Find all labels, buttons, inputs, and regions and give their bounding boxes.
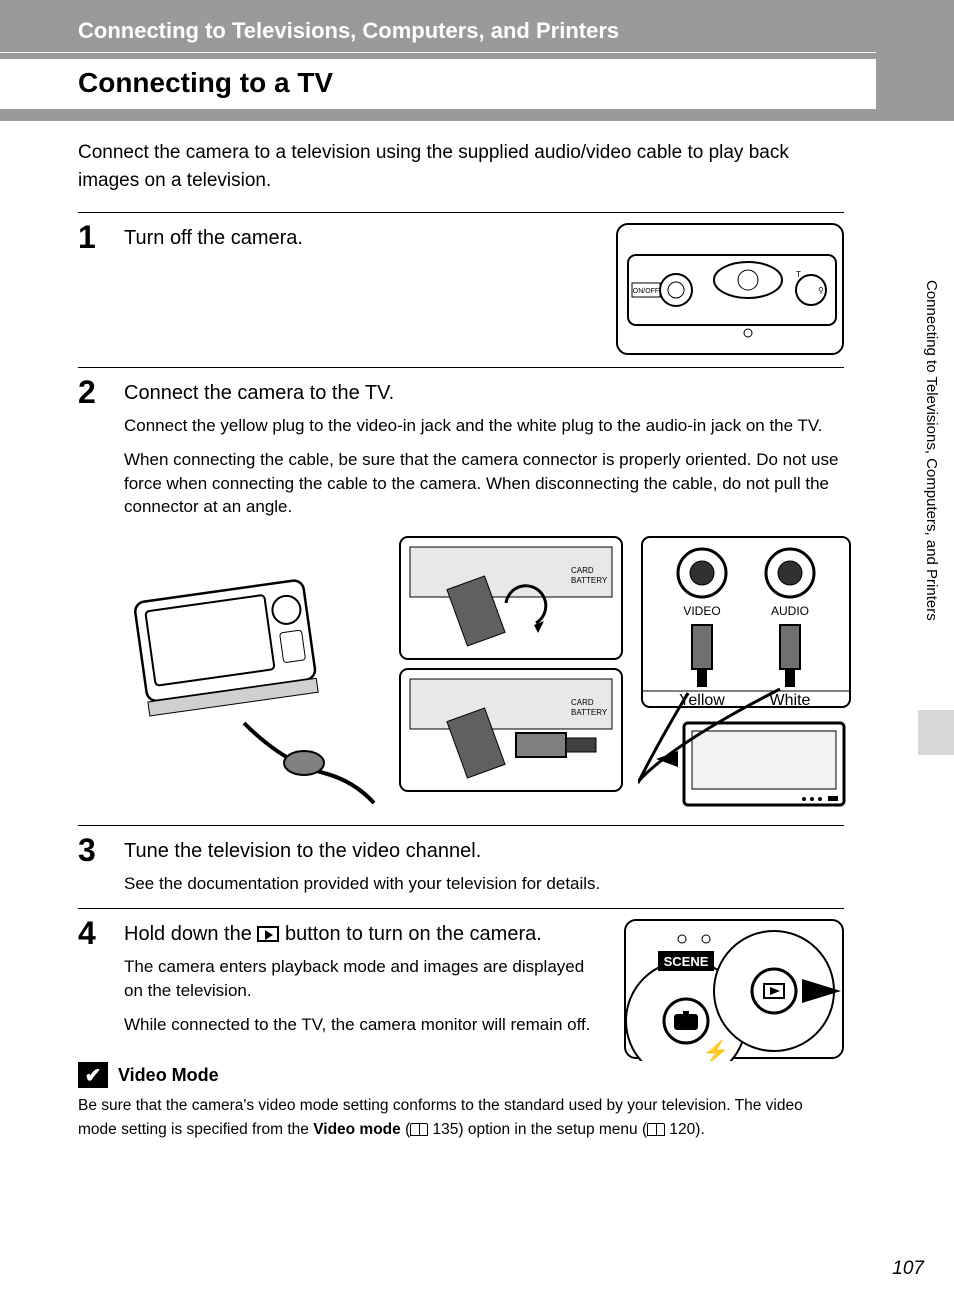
- step-3-desc: See the documentation provided with your…: [124, 872, 844, 896]
- white-label: White: [770, 692, 811, 709]
- page-title: Connecting to a TV: [0, 59, 876, 109]
- camera-cable-svg: [124, 533, 384, 813]
- svg-text:CARD: CARD: [571, 698, 594, 707]
- svg-text:CARD: CARD: [571, 566, 594, 575]
- svg-text:ON/OFF: ON/OFF: [633, 288, 659, 295]
- svg-text:⚡: ⚡: [702, 1039, 729, 1061]
- note-title: Video Mode: [118, 1065, 219, 1086]
- step-1: 1 Turn off the camera. ON/OFF T ⚲: [78, 212, 844, 367]
- svg-text:BATTERY: BATTERY: [571, 576, 608, 585]
- note-check-icon: [78, 1062, 108, 1088]
- side-thumb-tab: [918, 710, 954, 755]
- video-mode-note: Video Mode Be sure that the camera's vid…: [78, 1062, 844, 1141]
- svg-text:⚲: ⚲: [818, 286, 824, 295]
- note-text: Be sure that the camera's video mode set…: [78, 1094, 844, 1141]
- step-4-title-b: button to turn on the camera.: [279, 923, 541, 945]
- playback-icon: [257, 926, 279, 942]
- intro-paragraph: Connect the camera to a television using…: [78, 139, 844, 194]
- book-icon: [410, 1123, 428, 1136]
- book-icon: [647, 1123, 665, 1136]
- video-jack-label: VIDEO: [683, 604, 720, 618]
- section-header: Connecting to Televisions, Computers, an…: [0, 18, 876, 53]
- step-2: 2 Connect the camera to the TV. Connect …: [78, 367, 844, 825]
- step-4: 4 Hold down the button to turn on the ca…: [78, 908, 844, 1048]
- side-running-head: Connecting to Televisions, Computers, an…: [923, 280, 940, 700]
- svg-text:BATTERY: BATTERY: [571, 708, 608, 717]
- step-4-number: 4: [78, 917, 110, 1036]
- step-4-desc-1: The camera enters playback mode and imag…: [124, 955, 604, 1003]
- page-number: 107: [892, 1258, 924, 1280]
- page-content: Connect the camera to a television using…: [0, 121, 954, 1141]
- svg-text:T: T: [796, 270, 801, 279]
- header-band: Connecting to Televisions, Computers, an…: [0, 0, 954, 121]
- scene-label: SCENE: [664, 954, 709, 969]
- step-2-desc-2: When connecting the cable, be sure that …: [124, 448, 854, 519]
- step-2-number: 2: [78, 376, 110, 813]
- step-3-number: 3: [78, 834, 110, 896]
- cable-connection-illustration: CARD BATTERY CARD BATTERY: [124, 533, 854, 813]
- audio-jack-label: AUDIO: [771, 604, 809, 618]
- step-4-title-a: Hold down the: [124, 923, 257, 945]
- step-4-desc-2: While connected to the TV, the camera mo…: [124, 1013, 604, 1037]
- step-3-title: Tune the television to the video channel…: [124, 834, 844, 864]
- mode-dial-illustration: SCENE ⚡: [624, 919, 844, 1059]
- step-3: 3 Tune the television to the video chann…: [78, 825, 844, 908]
- step-4-title: Hold down the button to turn on the came…: [124, 917, 604, 947]
- step-2-desc-1: Connect the yellow plug to the video-in …: [124, 414, 854, 438]
- step-2-title: Connect the camera to the TV.: [124, 376, 854, 406]
- tv-jacks-svg: VIDEO AUDIO Yellow White: [638, 533, 854, 813]
- step-1-number: 1: [78, 221, 110, 253]
- camera-top-illustration: ON/OFF T ⚲: [616, 223, 844, 355]
- connector-closeup-svg: CARD BATTERY CARD BATTERY: [396, 533, 626, 813]
